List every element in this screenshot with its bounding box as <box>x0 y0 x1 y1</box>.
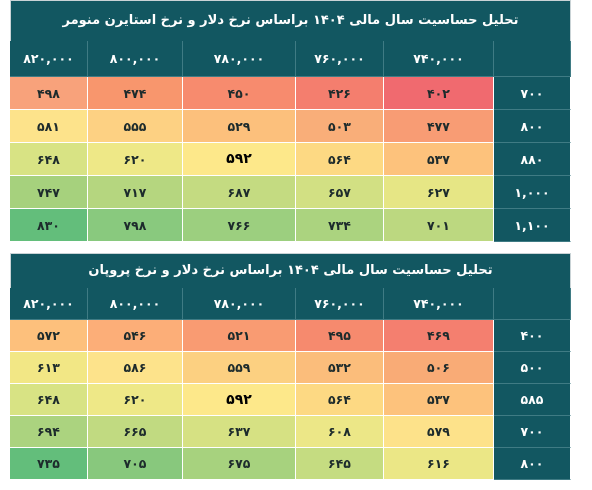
table-row: ۸۳۰ ۷۹۸ ۷۶۶ ۷۳۴ ۷۰۱ ۱,۱۰۰ <box>10 209 571 242</box>
table-cell: ۵۳۲ <box>296 352 384 384</box>
row-label: ۸۸۰ <box>494 143 571 176</box>
sensitivity-table-propane: تحلیل حساسیت سال مالی ۱۴۰۴ براساس نرخ دل… <box>10 253 571 480</box>
table-cell: ۵۸۶ <box>88 352 183 384</box>
table-cell: ۶۸۷ <box>183 176 296 209</box>
table-cell: ۷۳۵ <box>10 448 88 480</box>
column-header: ۷۶۰,۰۰۰ <box>296 288 384 320</box>
table-cell: ۷۴۷ <box>10 176 88 209</box>
table-row: ۶۹۴ ۶۶۵ ۶۳۷ ۶۰۸ ۵۷۹ ۷۰۰ <box>10 416 571 448</box>
column-header: ۸۲۰,۰۰۰ <box>10 288 88 320</box>
table-cell: ۷۰۱ <box>384 209 494 242</box>
row-label: ۵۰۰ <box>494 352 571 384</box>
row-label: ۵۸۵ <box>494 384 571 416</box>
table-cell: ۵۴۶ <box>88 320 183 352</box>
row-label: ۱,۱۰۰ <box>494 209 571 242</box>
row-label: ۷۰۰ <box>494 77 571 110</box>
table-row: ۷۴۷ ۷۱۷ ۶۸۷ ۶۵۷ ۶۲۷ ۱,۰۰۰ <box>10 176 571 209</box>
table-cell: ۵۷۲ <box>10 320 88 352</box>
column-header: ۷۸۰,۰۰۰ <box>183 41 296 77</box>
table-cell: ۶۷۵ <box>183 448 296 480</box>
table-cell: ۴۲۶ <box>296 77 384 110</box>
table-cell: ۶۰۸ <box>296 416 384 448</box>
column-header: ۸۲۰,۰۰۰ <box>10 41 88 77</box>
column-header: ۷۶۰,۰۰۰ <box>296 41 384 77</box>
table-cell: ۶۴۵ <box>296 448 384 480</box>
table-cell: ۶۹۴ <box>10 416 88 448</box>
table-row: ۷۳۵ ۷۰۵ ۶۷۵ ۶۴۵ ۶۱۶ ۸۰۰ <box>10 448 571 480</box>
table-cell: ۴۷۴ <box>88 77 183 110</box>
table-cell: ۷۶۶ <box>183 209 296 242</box>
table-row: ۴۹۸ ۴۷۴ ۴۵۰ ۴۲۶ ۴۰۲ ۷۰۰ <box>10 77 571 110</box>
row-label: ۷۰۰ <box>494 416 571 448</box>
header-row: ۸۲۰,۰۰۰ ۸۰۰,۰۰۰ ۷۸۰,۰۰۰ ۷۶۰,۰۰۰ ۷۴۰,۰۰۰ <box>10 41 571 77</box>
table-cell: ۵۶۴ <box>296 384 384 416</box>
row-label: ۸۰۰ <box>494 448 571 480</box>
row-label: ۸۰۰ <box>494 110 571 143</box>
table-cell: ۶۵۷ <box>296 176 384 209</box>
table-row: ۵۷۲ ۵۴۶ ۵۲۱ ۴۹۵ ۴۶۹ ۴۰۰ <box>10 320 571 352</box>
table-cell: ۴۰۲ <box>384 77 494 110</box>
table-cell: ۵۳۷ <box>384 143 494 176</box>
table-cell: ۷۱۷ <box>88 176 183 209</box>
table-cell: ۴۹۵ <box>296 320 384 352</box>
column-header: ۷۴۰,۰۰۰ <box>384 41 494 77</box>
column-header: ۸۰۰,۰۰۰ <box>88 288 183 320</box>
table-cell: ۴۵۰ <box>183 77 296 110</box>
table-cell: ۵۹۲ <box>183 143 296 176</box>
table-cell: ۶۲۷ <box>384 176 494 209</box>
sensitivity-table-styrene: تحلیل حساسیت سال مالی ۱۴۰۴ براساس نرخ دل… <box>10 0 571 242</box>
table-cell: ۵۹۲ <box>183 384 296 416</box>
row-label: ۱,۰۰۰ <box>494 176 571 209</box>
table-cell: ۶۱۳ <box>10 352 88 384</box>
table-cell: ۸۳۰ <box>10 209 88 242</box>
column-header: ۸۰۰,۰۰۰ <box>88 41 183 77</box>
table-cell: ۷۰۵ <box>88 448 183 480</box>
table-cell: ۷۹۸ <box>88 209 183 242</box>
table-cell: ۵۸۱ <box>10 110 88 143</box>
table-row: ۵۸۱ ۵۵۵ ۵۲۹ ۵۰۳ ۴۷۷ ۸۰۰ <box>10 110 571 143</box>
table-row: ۶۱۳ ۵۸۶ ۵۵۹ ۵۳۲ ۵۰۶ ۵۰۰ <box>10 352 571 384</box>
column-header: ۷۸۰,۰۰۰ <box>183 288 296 320</box>
table-title: تحلیل حساسیت سال مالی ۱۴۰۴ براساس نرخ دل… <box>10 253 571 288</box>
column-header: ۷۴۰,۰۰۰ <box>384 288 494 320</box>
header-row: ۸۲۰,۰۰۰ ۸۰۰,۰۰۰ ۷۸۰,۰۰۰ ۷۶۰,۰۰۰ ۷۴۰,۰۰۰ <box>10 288 571 320</box>
table-cell: ۴۹۸ <box>10 77 88 110</box>
table-cell: ۶۲۰ <box>88 384 183 416</box>
row-label: ۴۰۰ <box>494 320 571 352</box>
table-cell: ۵۶۴ <box>296 143 384 176</box>
table-cell: ۵۵۹ <box>183 352 296 384</box>
table-cell: ۵۲۹ <box>183 110 296 143</box>
table-cell: ۴۷۷ <box>384 110 494 143</box>
table-cell: ۵۵۵ <box>88 110 183 143</box>
table-cell: ۶۳۷ <box>183 416 296 448</box>
corner-header <box>494 288 571 320</box>
table-cell: ۵۷۹ <box>384 416 494 448</box>
table-cell: ۴۶۹ <box>384 320 494 352</box>
table-cell: ۵۰۶ <box>384 352 494 384</box>
table-cell: ۶۶۵ <box>88 416 183 448</box>
table-cell: ۶۲۰ <box>88 143 183 176</box>
table-row: ۶۴۸ ۶۲۰ ۵۹۲ ۵۶۴ ۵۳۷ ۵۸۵ <box>10 384 571 416</box>
table-cell: ۶۱۶ <box>384 448 494 480</box>
corner-header <box>494 41 571 77</box>
table-cell: ۵۲۱ <box>183 320 296 352</box>
table-cell: ۷۳۴ <box>296 209 384 242</box>
table-row: ۶۴۸ ۶۲۰ ۵۹۲ ۵۶۴ ۵۳۷ ۸۸۰ <box>10 143 571 176</box>
table-title: تحلیل حساسیت سال مالی ۱۴۰۴ براساس نرخ دل… <box>10 0 571 41</box>
table-cell: ۵۰۳ <box>296 110 384 143</box>
table-cell: ۶۴۸ <box>10 143 88 176</box>
table-cell: ۶۴۸ <box>10 384 88 416</box>
table-cell: ۵۳۷ <box>384 384 494 416</box>
